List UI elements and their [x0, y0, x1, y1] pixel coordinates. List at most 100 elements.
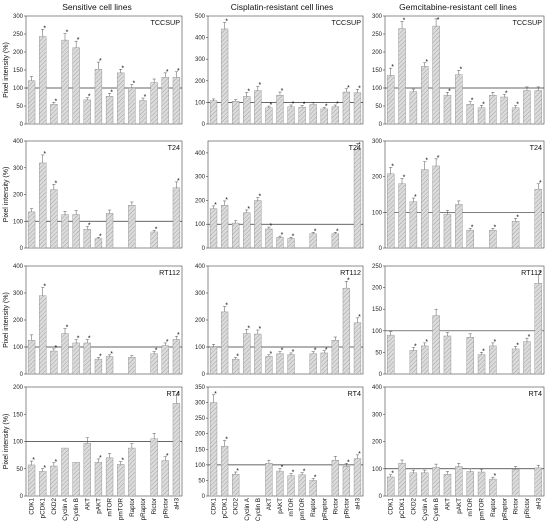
bar — [409, 91, 418, 125]
significance-marker: * — [281, 232, 284, 239]
category-label: CKD2 — [233, 498, 240, 515]
bar — [523, 341, 531, 375]
bar — [455, 74, 463, 125]
bar — [287, 475, 295, 497]
category-label: pCDK1 — [399, 498, 406, 519]
bar — [209, 402, 218, 497]
y-tick-label: 100 — [13, 345, 24, 351]
panel-cell-line-label: RT4 — [167, 389, 180, 398]
bar — [27, 340, 36, 375]
panel-0-0: 0 50 100 150 200 250 300 * * * * * * * * * * * * TCCSUP Pixe… — [3, 14, 183, 128]
bar — [386, 75, 395, 125]
y-tick-label: 0 — [379, 246, 383, 252]
significance-marker: * — [292, 349, 295, 356]
y-tick-label: 400 — [195, 264, 206, 270]
bar — [150, 231, 158, 249]
bar — [150, 353, 158, 375]
bar — [161, 345, 169, 375]
significance-marker: * — [437, 155, 440, 162]
y-tick-label: 200 — [13, 50, 24, 56]
category-label: Cyclin B — [433, 498, 440, 521]
bar — [254, 90, 262, 125]
bar — [331, 340, 339, 375]
significance-marker: * — [528, 334, 531, 341]
bar — [39, 162, 47, 249]
panel-cell-line-label: TCCSUP — [512, 18, 542, 27]
significance-marker: * — [314, 348, 317, 355]
y-tick-label: 0 — [202, 372, 206, 378]
significance-marker: * — [292, 233, 295, 240]
bar — [105, 457, 114, 497]
y-tick-label: 400 — [13, 264, 24, 270]
bar — [220, 445, 229, 497]
panel-frame — [207, 386, 364, 497]
significance-marker: * — [121, 65, 124, 72]
category-label: Cyclin B — [255, 498, 262, 521]
significance-marker: * — [166, 453, 169, 460]
significance-marker: * — [303, 469, 306, 476]
y-tick-label: 200 — [195, 318, 206, 324]
y-tick-label: 200 — [13, 193, 24, 199]
bar — [220, 311, 229, 375]
panel-frame — [384, 265, 545, 375]
bar — [209, 346, 218, 375]
significance-marker: * — [99, 233, 102, 240]
category-label: CDK1 — [211, 498, 218, 515]
y-tick-label: 150 — [195, 447, 206, 453]
significance-marker: * — [258, 194, 261, 201]
bar — [61, 447, 69, 497]
significance-marker: * — [88, 336, 91, 343]
bar — [443, 335, 452, 375]
bar — [39, 471, 47, 497]
bar — [94, 358, 103, 375]
bar — [398, 28, 406, 125]
bar — [353, 149, 362, 249]
category-label: AKT — [444, 498, 451, 510]
significance-marker: * — [177, 178, 180, 185]
category-label: pRictor — [343, 498, 350, 518]
bar — [150, 82, 158, 125]
bar — [342, 466, 351, 497]
category-label: Rictor — [332, 498, 339, 514]
y-tick-label: 300 — [13, 166, 24, 172]
significance-marker: * — [539, 271, 542, 278]
y-tick-label: 0 — [379, 372, 383, 378]
bar — [455, 204, 463, 249]
bar — [489, 229, 497, 249]
y-tick-label: 0 — [379, 494, 383, 500]
bar — [331, 106, 339, 125]
y-tick-label: 300 — [13, 14, 24, 20]
y-tick-label: 150 — [372, 307, 383, 313]
significance-marker: * — [144, 94, 147, 101]
significance-marker: * — [494, 339, 497, 346]
bar — [386, 173, 395, 249]
bar — [309, 104, 317, 125]
significance-marker: * — [459, 66, 462, 73]
y-tick-label: 500 — [195, 14, 206, 20]
significance-marker: * — [88, 223, 91, 230]
bar — [232, 474, 240, 497]
significance-marker: * — [391, 64, 394, 71]
panel-1-0: 0 100 200 300 400 * * * * * * T24 Pixel intensity (%… — [3, 139, 183, 252]
bar — [61, 39, 69, 125]
significance-marker: * — [516, 102, 519, 109]
significance-marker: * — [336, 228, 339, 235]
bar — [421, 169, 429, 249]
bar — [61, 333, 69, 375]
significance-marker: * — [214, 202, 217, 209]
bar — [83, 442, 91, 497]
bar — [466, 229, 474, 249]
significance-marker: * — [110, 89, 113, 96]
category-label: CDK1 — [388, 498, 395, 515]
significance-marker: * — [358, 451, 361, 458]
bar — [265, 356, 273, 375]
y-tick-label: 100 — [195, 100, 206, 106]
significance-marker: * — [247, 325, 250, 332]
bar — [432, 315, 440, 375]
bar — [105, 96, 114, 125]
bar — [466, 103, 474, 125]
bar — [409, 472, 418, 497]
category-label: CKD2 — [51, 498, 58, 515]
y-tick-label: 400 — [195, 151, 206, 157]
